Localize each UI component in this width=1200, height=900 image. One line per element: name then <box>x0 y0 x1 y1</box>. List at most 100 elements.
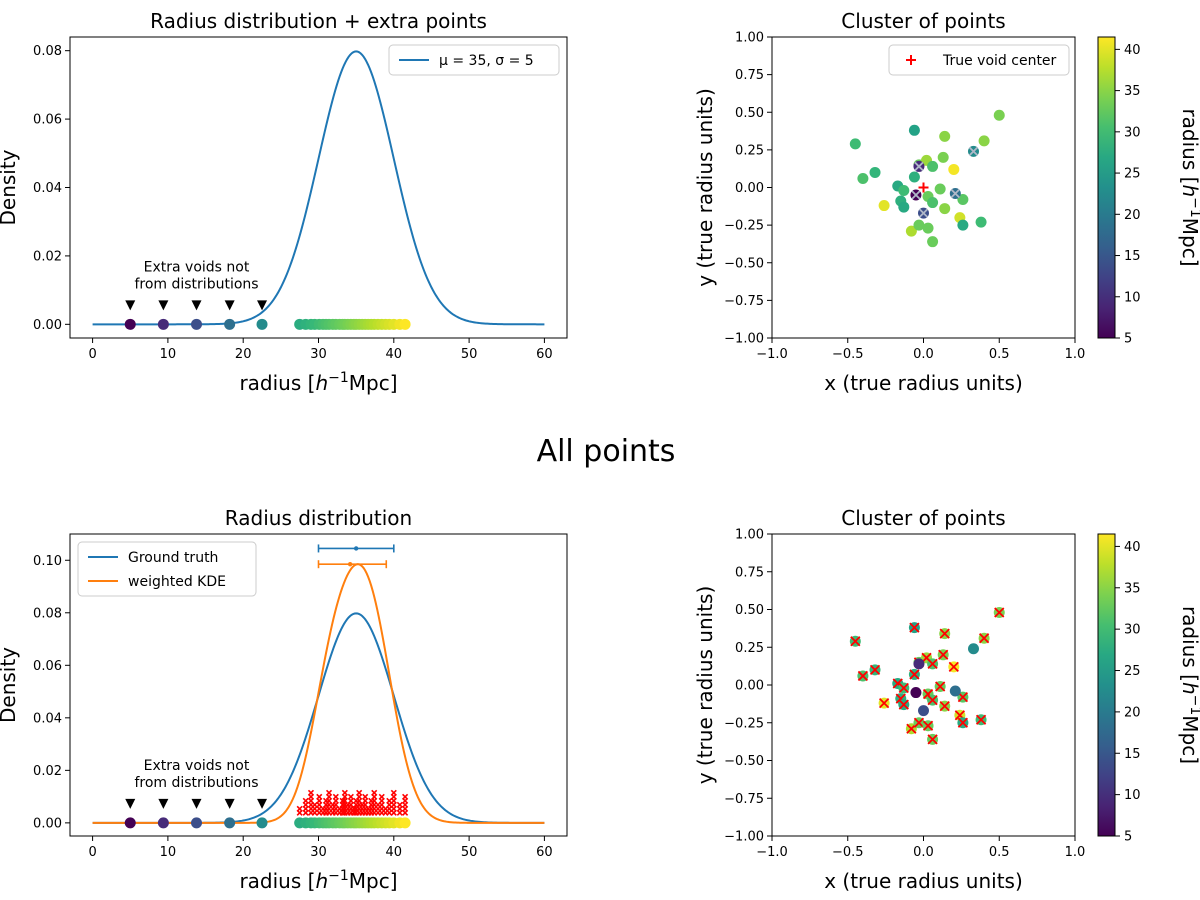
cluster-point <box>922 222 934 234</box>
axes-frame <box>771 533 1076 837</box>
y-tick-label: 0.25 <box>735 641 764 656</box>
selected-cross <box>898 682 909 694</box>
cluster-point <box>898 185 910 197</box>
weight-cross <box>386 797 393 804</box>
selected-cross <box>939 628 950 639</box>
colorbar-tick-label: 20 <box>1124 208 1141 223</box>
legend-marker <box>906 55 916 65</box>
axes-title: Radius distribution + extra points <box>150 9 487 33</box>
y-tick-label: 0.10 <box>33 554 62 569</box>
extra-void-marker <box>191 798 202 809</box>
extra-void-point <box>224 318 236 330</box>
extra-void-cross <box>918 208 929 218</box>
y-tick-label: 0.25 <box>735 143 764 158</box>
extra-void-point <box>256 817 268 829</box>
extra-void-point <box>157 318 169 330</box>
weight-cross <box>402 793 409 800</box>
axes-bottom-left-radius-distribution: 0 10 20 30 40 50 60 0.00 0.02 0.04 0.06 0.08 0.10 Rad… <box>0 506 568 893</box>
extra-void-cross <box>914 161 924 172</box>
cluster-point <box>908 124 920 136</box>
y-tick-label: 0.00 <box>735 181 764 196</box>
x-tick-label: 60 <box>536 347 553 362</box>
annotation-line-2: from distributions <box>134 775 258 791</box>
radius-point <box>399 817 411 829</box>
x-tick-label: 30 <box>310 845 327 860</box>
figure-suptitle: All points <box>537 434 676 469</box>
cluster-point <box>857 172 869 184</box>
extra-void-marker <box>158 798 169 809</box>
extra-void-point <box>918 705 929 717</box>
x-tick-label: 0.0 <box>913 845 934 860</box>
cluster-point <box>993 109 1005 121</box>
x-tick-label: 20 <box>235 347 252 362</box>
y-tick-label: 0.02 <box>33 249 62 264</box>
selected-cross <box>994 607 1005 618</box>
y-tick-label: −0.50 <box>724 754 764 769</box>
annotation-line-1: Extra voids not <box>144 758 250 774</box>
colorbar-tick-label: 35 <box>1124 581 1141 596</box>
weight-cross <box>396 801 403 808</box>
x-tick-label: 30 <box>310 347 327 362</box>
selected-cross <box>898 699 909 710</box>
y-tick-label: 0.02 <box>33 764 62 779</box>
axes-frame <box>69 36 568 339</box>
cluster-point <box>948 163 960 175</box>
weight-cross <box>371 789 378 796</box>
plot-area <box>772 534 1075 836</box>
cluster-point <box>939 130 951 142</box>
y-axis-label: Density <box>0 149 20 225</box>
extra-void-point <box>910 687 922 699</box>
colorbar-tick-label: 20 <box>1124 705 1141 720</box>
axes-frame <box>771 36 1076 339</box>
selected-cross <box>957 717 969 728</box>
extra-void-point <box>191 817 203 829</box>
y-tick-label: 0.00 <box>33 816 62 831</box>
extra-void-marker <box>158 300 169 311</box>
y-tick-label: 0.75 <box>735 565 764 580</box>
axes-frame <box>69 533 568 837</box>
weight-cross <box>307 789 315 796</box>
colorbar-label: radius [h−1Mpc] <box>1178 108 1200 266</box>
weight-cross <box>356 789 363 796</box>
legend-box <box>77 541 257 597</box>
y-tick-label: 0.08 <box>33 606 62 621</box>
selected-cross <box>939 701 950 712</box>
colorbar-tick-label: 15 <box>1124 747 1141 762</box>
x-tick-label: 10 <box>160 347 177 362</box>
x-tick-label: 50 <box>461 845 478 860</box>
selected-cross <box>850 636 861 647</box>
y-tick-label: 0.50 <box>735 603 764 618</box>
cluster-point <box>957 194 969 206</box>
legend-label: μ = 35, σ = 5 <box>439 53 534 69</box>
y-axis-label: Density <box>0 647 20 723</box>
extra-void-marker <box>224 300 235 311</box>
cluster-point <box>939 203 951 215</box>
cluster-point <box>978 135 990 147</box>
extra-void-marker <box>125 300 136 311</box>
colorbar-tick-label: 15 <box>1124 249 1141 264</box>
y-tick-label: 0.50 <box>735 106 764 121</box>
y-tick-label: 0.04 <box>33 711 62 726</box>
x-tick-label: 0.0 <box>913 347 934 362</box>
x-tick-label: 1.0 <box>1065 347 1086 362</box>
colorbar-tick-label: 40 <box>1124 540 1141 555</box>
y-tick-label: −0.25 <box>724 716 764 731</box>
extra-void-point <box>913 658 925 670</box>
cluster-point <box>927 160 939 172</box>
x-tick-label: −1.0 <box>756 347 788 362</box>
extra-void-point <box>967 643 979 655</box>
x-tick-label: 0 <box>88 347 96 362</box>
x-axis-label: radius [h−1Mpc] <box>239 370 397 395</box>
plot-area <box>70 37 567 338</box>
legend-label: True void center <box>942 53 1057 69</box>
y-tick-label: 1.00 <box>735 528 764 543</box>
cluster-point <box>898 201 910 213</box>
extra-void-point <box>949 685 961 697</box>
colorbar-tick-label: 5 <box>1124 830 1132 845</box>
selected-cross <box>948 661 959 673</box>
weight-cross <box>311 801 318 808</box>
colorbar-tick-label: 30 <box>1124 623 1141 638</box>
selected-cross <box>909 622 920 633</box>
axes-title: Cluster of points <box>841 9 1005 33</box>
y-tick-label: 1.00 <box>735 31 764 46</box>
